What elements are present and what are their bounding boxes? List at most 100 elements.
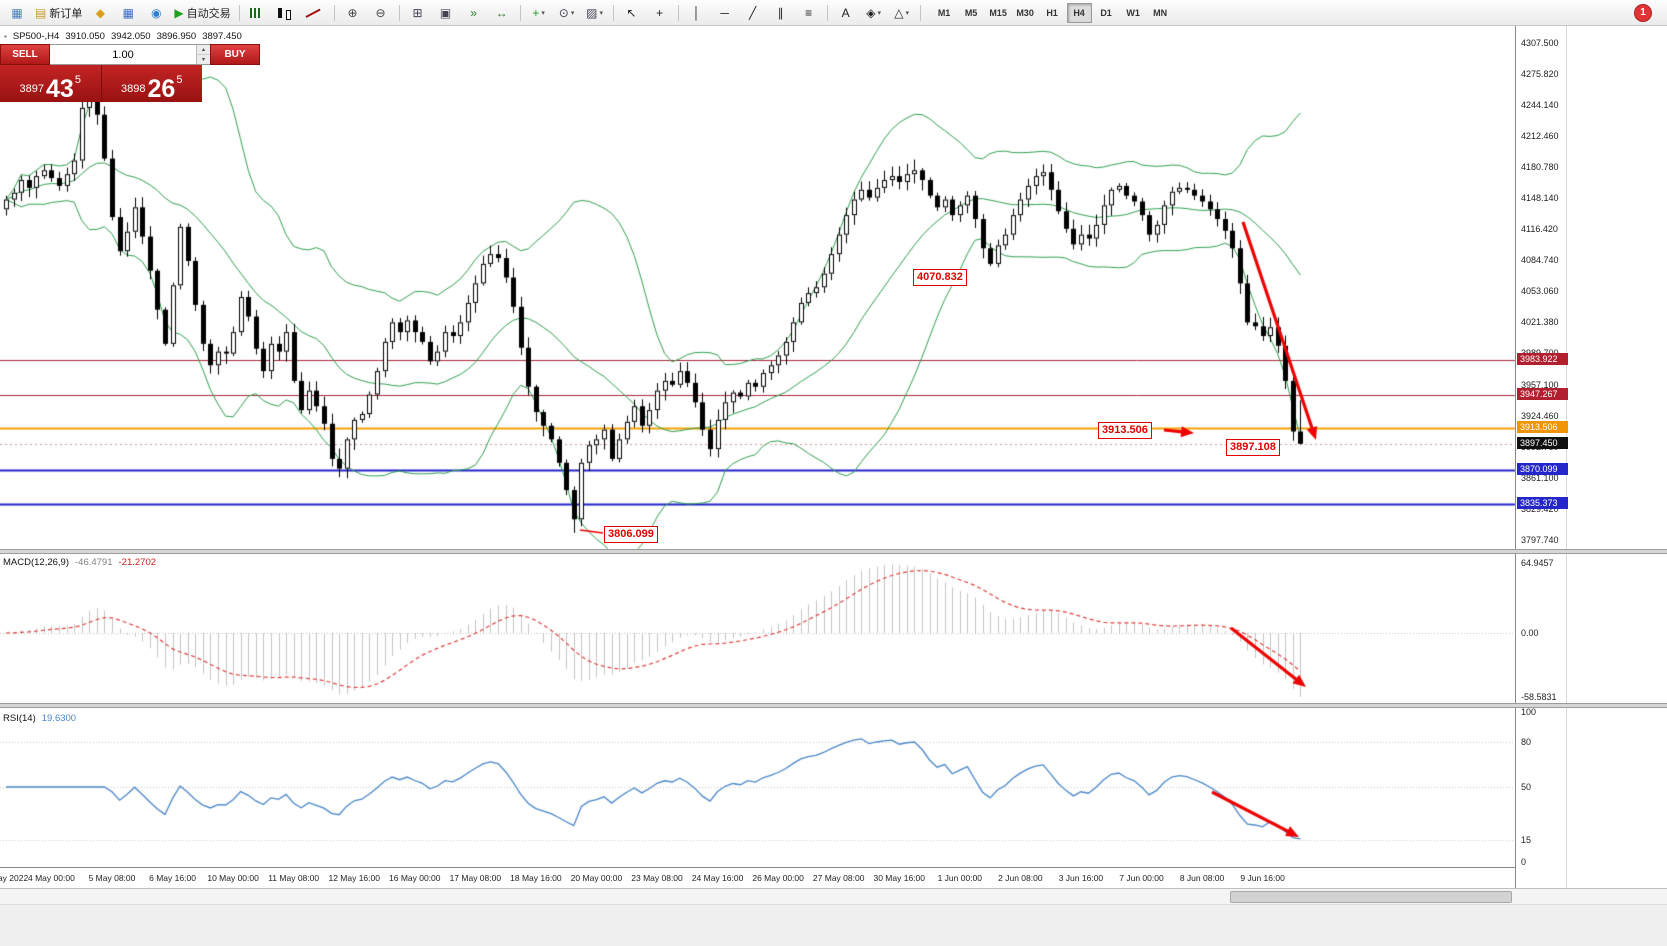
templates-icon[interactable]: ▨ ▾ (582, 2, 608, 24)
time-label: 6 May 16:00 (149, 873, 196, 883)
toolbar-separator (612, 4, 614, 21)
time-label: 5 May 08:00 (88, 873, 136, 883)
crosshair-icon-glyph: + (656, 5, 664, 20)
data-window-icon[interactable]: ▦ (115, 2, 141, 24)
dropdown-caret-icon: ▾ (905, 9, 909, 17)
price-axis: 4307.500 4275.820 4244.140 4212.460 4180.780… (1515, 26, 1568, 888)
periods-icon[interactable]: ⊙ ▾ (554, 2, 580, 24)
vertical-line-icon[interactable]: │ (684, 2, 710, 24)
buy-button[interactable]: BUY (210, 44, 260, 65)
panel-splitter-rsi[interactable] (0, 703, 1667, 708)
dropdown-caret-icon: ▾ (877, 9, 881, 17)
time-label: 8 Jun 08:00 (1179, 873, 1225, 883)
horizontal-scrollbar[interactable] (0, 889, 1667, 905)
time-label: 3 May 2022 (0, 873, 29, 883)
sell-button[interactable]: SELL (0, 44, 50, 65)
autotrade-button-label: 自动交易 (186, 7, 231, 20)
price-callout[interactable]: 4070.832 (913, 269, 967, 286)
sell-price-panel[interactable]: 3897 43 5 (0, 65, 102, 102)
timeframe-w1[interactable]: W1 (1126, 7, 1140, 18)
price-tick: 4244.140 (1521, 99, 1559, 110)
chart-profiles-icon-glyph: ◆ (95, 5, 105, 20)
price-tick: 3957.100 (1521, 379, 1559, 390)
autotrade-button[interactable]: ▶ 自动交易 (171, 2, 233, 24)
chart-shift-icon[interactable]: ↔ (489, 2, 515, 24)
timeframe-h4[interactable]: H4 (1066, 2, 1092, 23)
rsi-axis-15: 15 (1521, 834, 1532, 845)
chart-profiles-icon[interactable]: ◆ (87, 2, 113, 24)
macd-main-value: -46.4791 (75, 557, 113, 568)
chart-marker-icon: ▪ (4, 32, 7, 41)
volume-input[interactable] (50, 45, 196, 64)
bottom-strip (0, 888, 1667, 946)
notification-badge[interactable]: 1 (1634, 3, 1652, 22)
rsi-axis-0: 0 (1521, 857, 1527, 867)
timeframe-mn[interactable]: MN (1153, 7, 1168, 18)
volume-up-button[interactable]: ▴ (197, 45, 210, 55)
time-label: 18 May 16:00 (510, 873, 562, 883)
time-label: 23 May 08:00 (631, 873, 683, 883)
fibonacci-icon[interactable]: ≡ (796, 2, 822, 24)
rsi-axis-50: 50 (1521, 782, 1532, 792)
channel-icon-glyph: ∥ (777, 5, 784, 20)
price-tick: 4180.780 (1521, 161, 1559, 172)
candlestick-chart-icon[interactable] (273, 2, 301, 24)
buy-price-panel[interactable]: 3898 26 5 (101, 65, 202, 103)
zoom-in-icon[interactable]: ⊕ (340, 2, 366, 24)
time-label: 11 May 08:00 (268, 873, 320, 883)
terminal-icon[interactable]: ▦ (4, 2, 30, 24)
time-label: 3 Jun 16:00 (1058, 873, 1104, 883)
data-window-icon-glyph: ▦ (122, 5, 135, 20)
rsi-axis-80: 80 (1521, 737, 1532, 747)
shapes-icon[interactable]: △ ▾ (889, 2, 915, 24)
volume-down-button[interactable]: ▾ (197, 55, 210, 64)
bar-chart-icon[interactable] (245, 2, 271, 24)
indicators-icon[interactable]: + ▾ (526, 2, 552, 24)
timeframe-m5[interactable]: M5 (964, 7, 978, 18)
toolbar-separator (826, 4, 828, 21)
text-icon[interactable]: A (833, 2, 859, 24)
trendline-icon[interactable]: ╱ (740, 2, 766, 24)
time-label: 2 Jun 08:00 (998, 873, 1043, 883)
new-order-button[interactable]: ▤ 新订单 (32, 2, 85, 24)
time-label: 20 May 00:00 (570, 873, 623, 883)
buy-price-big: 26 (147, 74, 176, 103)
indicators-icon-glyph: + (532, 5, 540, 20)
arrows-icon[interactable]: ◈ ▾ (861, 2, 887, 24)
sell-price-main: 3897 (19, 83, 45, 95)
timeframe-h1[interactable]: H1 (1046, 7, 1058, 18)
auto-scroll-icon[interactable]: » (461, 2, 487, 24)
web-community-icon[interactable]: ◉ (143, 2, 169, 24)
cursor-icon[interactable]: ↖ (619, 2, 645, 24)
time-label: 7 Jun 00:00 (1119, 873, 1164, 883)
price-callout[interactable]: 3806.099 (604, 526, 658, 543)
horizontal-line-icon[interactable]: ─ (712, 2, 738, 24)
zoom-in-icon-glyph: ⊕ (347, 5, 358, 20)
price-tick: 4148.140 (1521, 193, 1559, 204)
dropdown-caret-icon: ▾ (599, 9, 603, 17)
timeframe-m30[interactable]: M30 (1016, 7, 1034, 18)
timeframe-m1[interactable]: M1 (937, 7, 951, 18)
timeframe-d1[interactable]: D1 (1100, 7, 1112, 18)
shapes-icon-glyph: △ (894, 5, 904, 20)
panel-splitter-macd[interactable] (0, 549, 1667, 554)
timeframe-m15[interactable]: M15 (989, 7, 1007, 18)
price-callout[interactable]: 3897.108 (1226, 439, 1280, 456)
scrollbar-thumb[interactable] (1230, 891, 1512, 903)
macd-name: MACD(12,26,9) (3, 557, 69, 568)
tile-windows-icon[interactable]: ⊞ (405, 2, 431, 24)
crosshair-icon[interactable]: + (647, 2, 673, 24)
chart-shift-icon-glyph: ↔ (495, 5, 508, 20)
time-label: 12 May 16:00 (328, 873, 380, 883)
price-label-3913.506: 3913.506 (1517, 421, 1568, 434)
price-label-3835.373: 3835.373 (1517, 497, 1568, 510)
line-chart-icon[interactable] (303, 2, 329, 24)
arrange-windows-icon[interactable]: ▣ (433, 2, 459, 24)
price-callout[interactable]: 3913.506 (1098, 422, 1152, 439)
channel-icon[interactable]: ∥ (768, 2, 794, 24)
price-tick: 4084.740 (1521, 255, 1559, 266)
zoom-out-icon[interactable]: ⊖ (368, 2, 394, 24)
toolbar-separator (398, 4, 400, 21)
